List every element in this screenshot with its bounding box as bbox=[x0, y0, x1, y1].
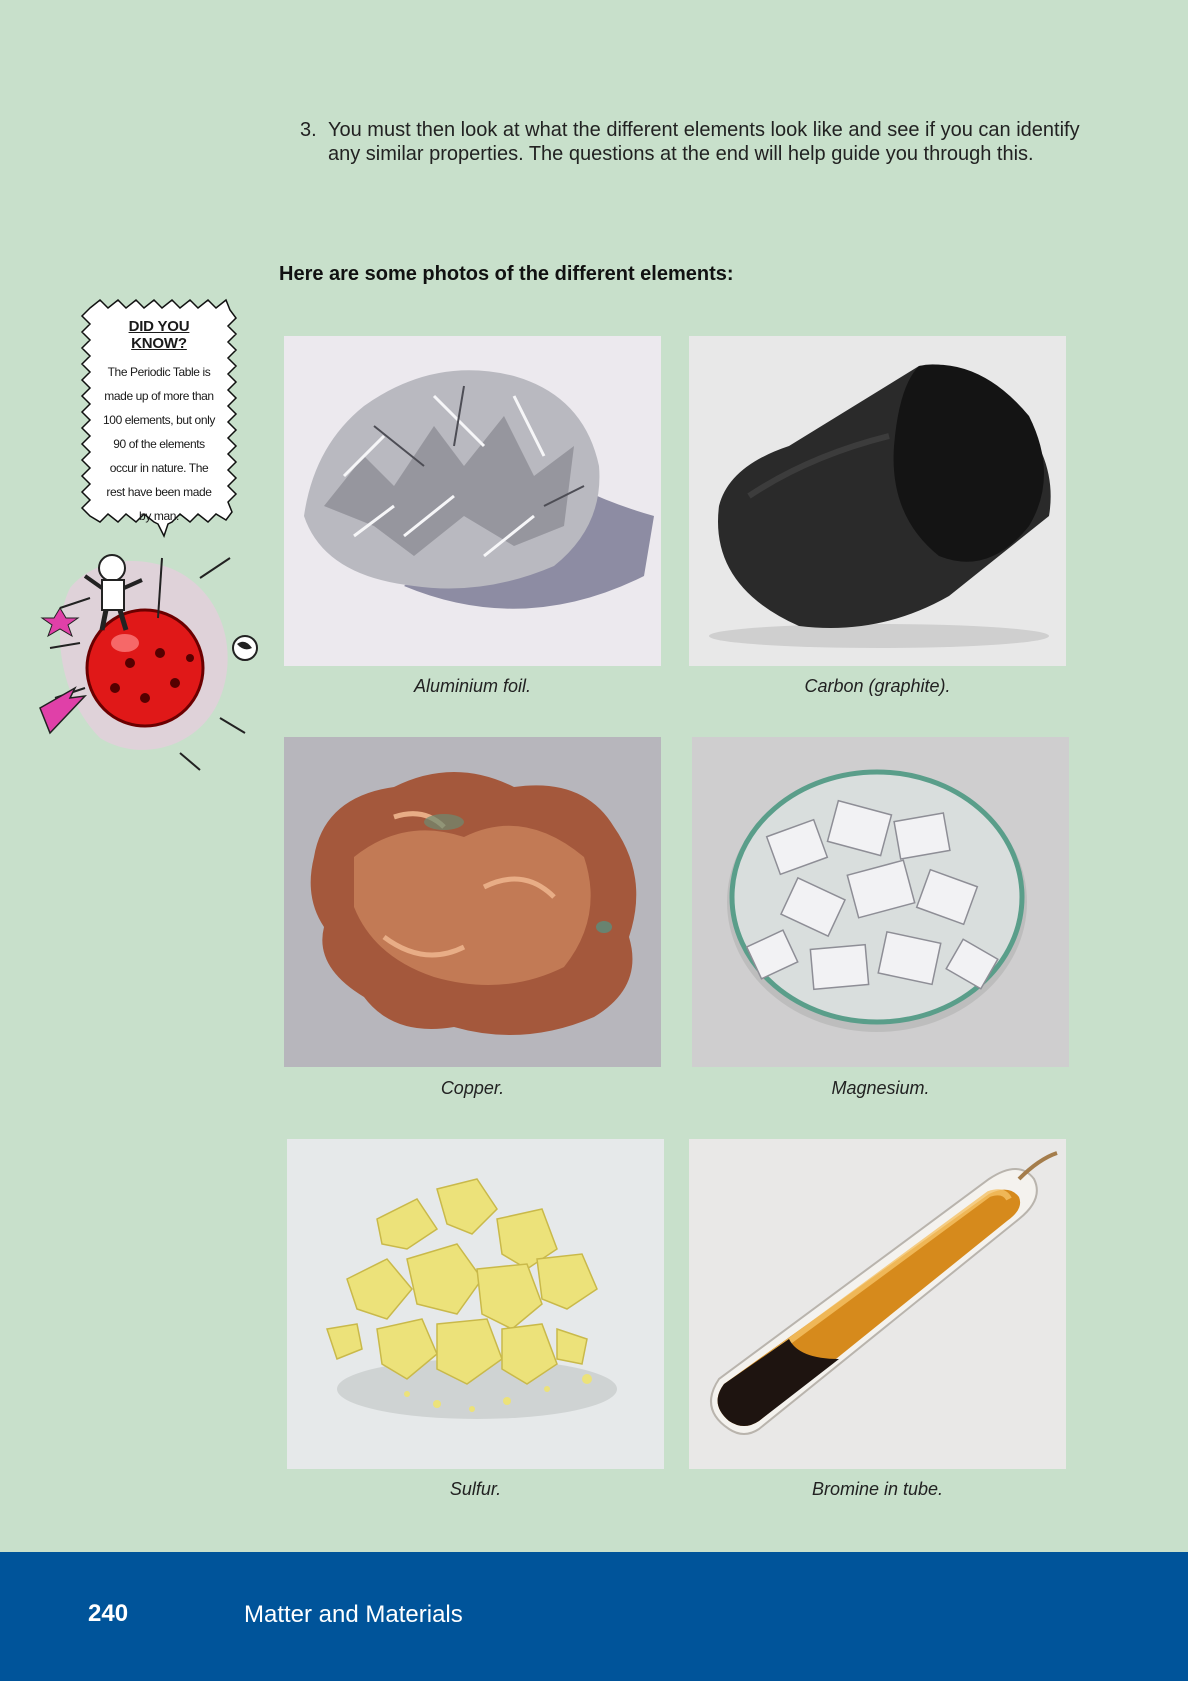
photo-aluminium-foil bbox=[284, 336, 661, 666]
page-footer: 240 Matter and Materials bbox=[0, 1552, 1188, 1681]
magnesium-photo-icon bbox=[692, 737, 1069, 1067]
photo-graphite bbox=[689, 336, 1066, 666]
apple-icon bbox=[85, 608, 205, 728]
astronaut-apple-illustration bbox=[39, 554, 258, 771]
sulfur-photo-icon bbox=[287, 1139, 664, 1469]
section-heading: Here are some photos of the different el… bbox=[279, 263, 734, 285]
graphite-photo-icon bbox=[689, 336, 1066, 666]
photo-sulfur bbox=[287, 1139, 664, 1469]
caption-copper: Copper. bbox=[440, 1078, 505, 1098]
page-number: 240 bbox=[88, 1600, 129, 1627]
step-number: 3. bbox=[300, 119, 317, 141]
photo-copper bbox=[284, 737, 661, 1067]
caption-aluminium-foil: Aluminium foil. bbox=[413, 676, 532, 696]
speech-burst-icon bbox=[80, 298, 238, 538]
caption-bromine-tube: Bromine in tube. bbox=[811, 1479, 944, 1499]
caption-graphite: Carbon (graphite). bbox=[804, 676, 951, 696]
aluminium-foil-photo-icon bbox=[284, 336, 661, 666]
did-you-know-title: DID YOU KNOW? bbox=[128, 318, 190, 352]
astronaut-icon bbox=[83, 554, 163, 631]
footer-title: Matter and Materials bbox=[244, 1601, 463, 1628]
instruction-step: 3. You must then look at what the differ… bbox=[300, 118, 1090, 166]
did-you-know-body: The Periodic Table is made up of more th… bbox=[103, 365, 215, 523]
did-you-know-callout: DID YOU KNOW? The Periodic Table is made… bbox=[80, 296, 238, 546]
bromine-tube-photo-icon bbox=[689, 1139, 1066, 1469]
caption-magnesium: Magnesium. bbox=[831, 1078, 930, 1098]
copper-photo-icon bbox=[284, 737, 661, 1067]
step-text: You must then look at what the different… bbox=[328, 119, 1080, 165]
photo-magnesium bbox=[692, 737, 1069, 1067]
photo-bromine-tube bbox=[689, 1139, 1066, 1469]
caption-sulfur: Sulfur. bbox=[449, 1479, 502, 1499]
